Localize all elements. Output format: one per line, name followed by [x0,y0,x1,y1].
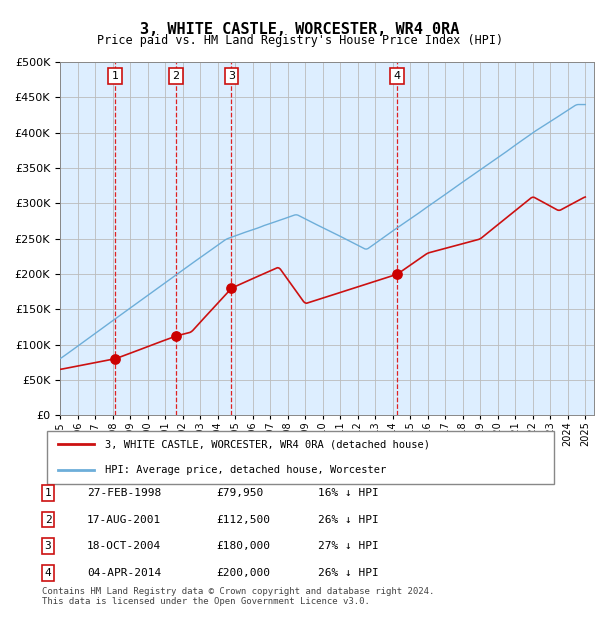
Text: Price paid vs. HM Land Registry's House Price Index (HPI): Price paid vs. HM Land Registry's House … [97,34,503,47]
Text: Contains HM Land Registry data © Crown copyright and database right 2024.
This d: Contains HM Land Registry data © Crown c… [42,587,434,606]
Text: 04-APR-2014: 04-APR-2014 [87,568,161,578]
Text: 2: 2 [172,71,179,81]
Text: 1: 1 [112,71,119,81]
Text: £79,950: £79,950 [216,488,263,498]
Text: 2: 2 [44,515,52,525]
Text: 4: 4 [44,568,52,578]
Text: 16% ↓ HPI: 16% ↓ HPI [318,488,379,498]
Text: 17-AUG-2001: 17-AUG-2001 [87,515,161,525]
Text: 27% ↓ HPI: 27% ↓ HPI [318,541,379,551]
Point [227,283,236,293]
Text: 4: 4 [394,71,401,81]
Text: HPI: Average price, detached house, Worcester: HPI: Average price, detached house, Worc… [104,465,386,475]
Text: 18-OCT-2004: 18-OCT-2004 [87,541,161,551]
Text: 3: 3 [228,71,235,81]
Text: 3, WHITE CASTLE, WORCESTER, WR4 0RA (detached house): 3, WHITE CASTLE, WORCESTER, WR4 0RA (det… [104,440,430,450]
Text: 3, WHITE CASTLE, WORCESTER, WR4 0RA: 3, WHITE CASTLE, WORCESTER, WR4 0RA [140,22,460,37]
Text: £180,000: £180,000 [216,541,270,551]
Point [110,354,120,364]
Point [171,331,181,341]
Point [392,269,402,279]
Text: 26% ↓ HPI: 26% ↓ HPI [318,515,379,525]
FancyBboxPatch shape [47,431,554,484]
Text: 1: 1 [44,488,52,498]
Text: £112,500: £112,500 [216,515,270,525]
Text: 26% ↓ HPI: 26% ↓ HPI [318,568,379,578]
Text: £200,000: £200,000 [216,568,270,578]
Text: 27-FEB-1998: 27-FEB-1998 [87,488,161,498]
Text: 3: 3 [44,541,52,551]
